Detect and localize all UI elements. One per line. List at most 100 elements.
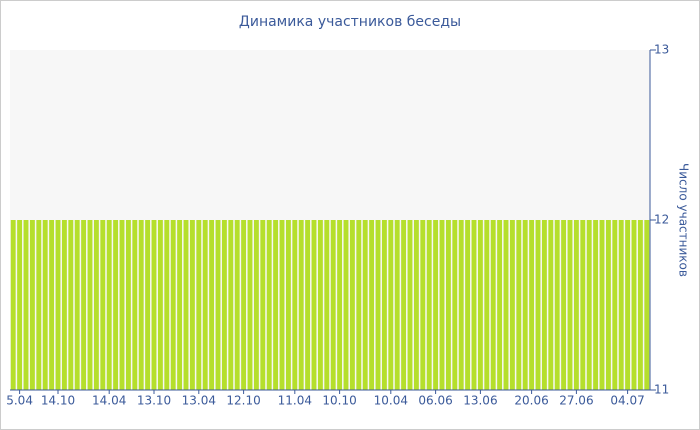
bar xyxy=(29,220,35,390)
bar xyxy=(413,220,419,390)
bar xyxy=(522,220,528,390)
bar xyxy=(394,220,400,390)
bar xyxy=(138,220,144,390)
bar xyxy=(55,220,61,390)
bar xyxy=(164,220,170,390)
bar xyxy=(285,220,291,390)
bar xyxy=(132,220,138,390)
bar xyxy=(561,220,567,390)
bar xyxy=(490,220,496,390)
bar xyxy=(177,220,183,390)
bar xyxy=(61,220,67,390)
x-tick-label: 13.06 xyxy=(463,394,497,408)
bar xyxy=(23,220,29,390)
bar xyxy=(477,220,483,390)
bar xyxy=(586,220,592,390)
bar xyxy=(554,220,560,390)
bar xyxy=(599,220,605,390)
x-tick-label: 27.06 xyxy=(559,394,593,408)
bar xyxy=(189,220,195,390)
bar xyxy=(631,220,637,390)
bar xyxy=(356,220,362,390)
bar xyxy=(349,220,355,390)
x-tick-label: 5.04 xyxy=(6,394,33,408)
bar xyxy=(324,220,330,390)
x-tick-label: 11.04 xyxy=(278,394,312,408)
x-tick-label: 20.06 xyxy=(514,394,548,408)
x-tick-label: 10.10 xyxy=(322,394,356,408)
chart-title: Динамика участников беседы xyxy=(239,14,461,30)
bar xyxy=(535,220,541,390)
bar xyxy=(42,220,48,390)
bar xyxy=(509,220,515,390)
bar xyxy=(215,220,221,390)
bar xyxy=(580,220,586,390)
bar xyxy=(407,220,413,390)
bar xyxy=(452,220,458,390)
bar xyxy=(426,220,432,390)
bar xyxy=(439,220,445,390)
bar xyxy=(458,220,464,390)
bar xyxy=(241,220,247,390)
bar xyxy=(401,220,407,390)
bar xyxy=(593,220,599,390)
x-tick-label: 13.10 xyxy=(137,394,171,408)
bar xyxy=(260,220,266,390)
bar xyxy=(305,220,311,390)
bar xyxy=(644,220,650,390)
bar xyxy=(573,220,579,390)
bar xyxy=(311,220,317,390)
bar xyxy=(93,220,99,390)
bar xyxy=(541,220,547,390)
y-tick-label: 13 xyxy=(654,43,669,57)
bar xyxy=(100,220,106,390)
bar xyxy=(266,220,272,390)
y-axis-label: Число участников xyxy=(677,163,691,277)
bar xyxy=(228,220,234,390)
x-tick-label: 12.10 xyxy=(226,394,260,408)
bar xyxy=(247,220,253,390)
x-tick-label: 14.10 xyxy=(41,394,75,408)
bar xyxy=(497,220,503,390)
bar xyxy=(484,220,490,390)
bar xyxy=(369,220,375,390)
bar xyxy=(221,220,227,390)
bar xyxy=(170,220,176,390)
bar xyxy=(330,220,336,390)
bar xyxy=(567,220,573,390)
bar xyxy=(202,220,208,390)
bar xyxy=(433,220,439,390)
bar xyxy=(273,220,279,390)
y-tick-label: 12 xyxy=(654,213,669,227)
bar xyxy=(625,220,631,390)
bar xyxy=(337,220,343,390)
bar xyxy=(375,220,381,390)
bar xyxy=(234,220,240,390)
bar xyxy=(36,220,42,390)
bar xyxy=(548,220,554,390)
bar xyxy=(81,220,87,390)
bar xyxy=(74,220,80,390)
bar xyxy=(381,220,387,390)
bar xyxy=(68,220,74,390)
bar xyxy=(292,220,298,390)
bar xyxy=(17,220,23,390)
bar xyxy=(10,220,16,390)
bar xyxy=(612,220,618,390)
bar xyxy=(362,220,368,390)
bar xyxy=(529,220,535,390)
bar xyxy=(465,220,471,390)
bar xyxy=(125,220,131,390)
y-tick-label: 11 xyxy=(654,383,669,397)
bar xyxy=(279,220,285,390)
bar xyxy=(106,220,112,390)
x-tick-label: 14.04 xyxy=(92,394,126,408)
bar xyxy=(253,220,259,390)
bar xyxy=(317,220,323,390)
bar xyxy=(183,220,189,390)
bar xyxy=(119,220,125,390)
bar xyxy=(298,220,304,390)
bar xyxy=(151,220,157,390)
bar xyxy=(113,220,119,390)
